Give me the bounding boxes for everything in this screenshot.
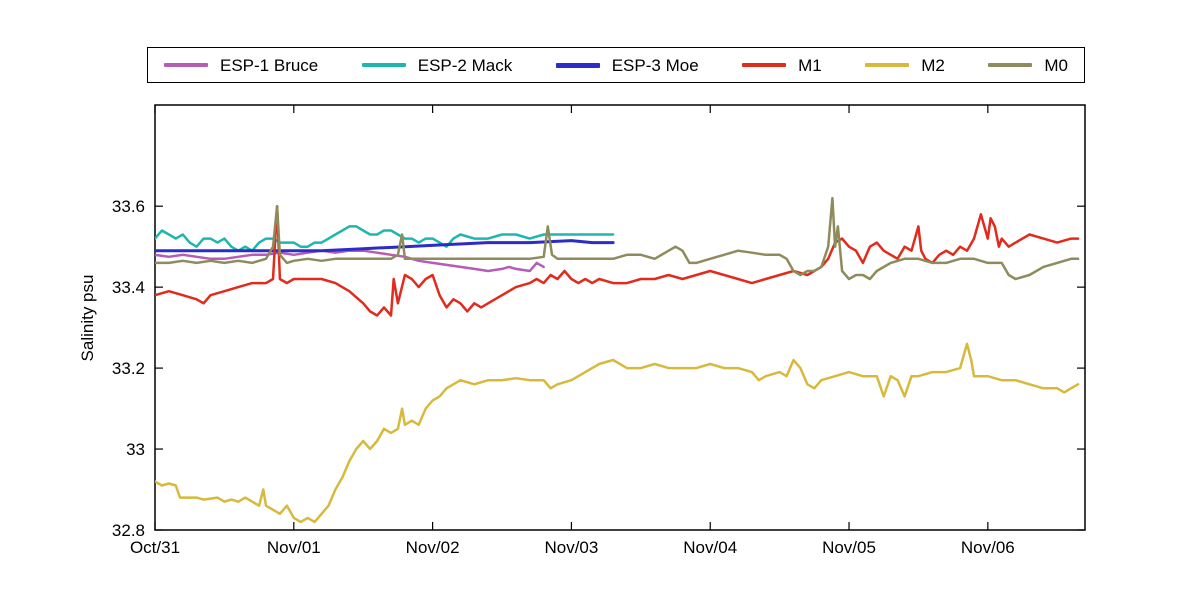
series-line-m1: [155, 204, 1080, 317]
legend-line-swatch: [988, 63, 1033, 67]
legend-item-esp-1-bruce: ESP-1 Bruce: [164, 57, 318, 74]
legend-line-swatch: [865, 63, 910, 67]
legend-label: ESP-1 Bruce: [220, 55, 319, 75]
y-axis-label: Salinity psu: [78, 274, 97, 362]
legend-label: ESP-2 Mack: [417, 55, 513, 75]
series-line-m2: [155, 342, 1080, 524]
series-line-esp-3-moe: [155, 239, 615, 253]
x-tick-label: Nov/03: [544, 538, 598, 557]
legend-item-m0: M0: [988, 57, 1068, 74]
legend-label: M2: [921, 55, 945, 75]
x-tick-label: Nov/05: [822, 538, 876, 557]
series-line-esp-2-mack: [155, 225, 615, 252]
x-tick-label: Nov/02: [406, 538, 460, 557]
x-tick-label: Nov/01: [267, 538, 321, 557]
legend-line-swatch: [742, 63, 787, 67]
legend-item-m2: M2: [865, 57, 945, 74]
x-tick-label: Oct/31: [130, 538, 180, 557]
y-tick-label: 33.4: [112, 278, 145, 297]
series-line-m0: [155, 196, 1080, 281]
series-line-esp-1-bruce: [155, 249, 545, 273]
legend-label: M1: [798, 55, 822, 75]
x-tick-label: Nov/04: [683, 538, 737, 557]
y-tick-label: 33: [126, 440, 145, 459]
legend-label: M0: [1044, 55, 1068, 75]
legend-item-esp-2-mack: ESP-2 Mack: [361, 55, 513, 75]
y-tick-label: 33.6: [112, 197, 145, 216]
legend-line-swatch: [555, 62, 600, 68]
plot-frame: [154, 104, 1086, 531]
legend-item-m1: M1: [742, 57, 822, 74]
x-tick-label: Nov/06: [961, 538, 1015, 557]
legend-label: ESP-3 Moe: [611, 55, 699, 75]
legend-line-swatch: [164, 63, 208, 67]
y-tick-label: 33.2: [112, 359, 145, 378]
legend-item-esp-3-moe: ESP-3 Moe: [555, 55, 699, 75]
legend: ESP-1 Bruce ESP-2 Mack ESP-3 Moe M1 M2 M0: [147, 47, 1085, 83]
y-tick-label: 32.8: [112, 521, 145, 540]
legend-line-swatch: [361, 63, 406, 67]
